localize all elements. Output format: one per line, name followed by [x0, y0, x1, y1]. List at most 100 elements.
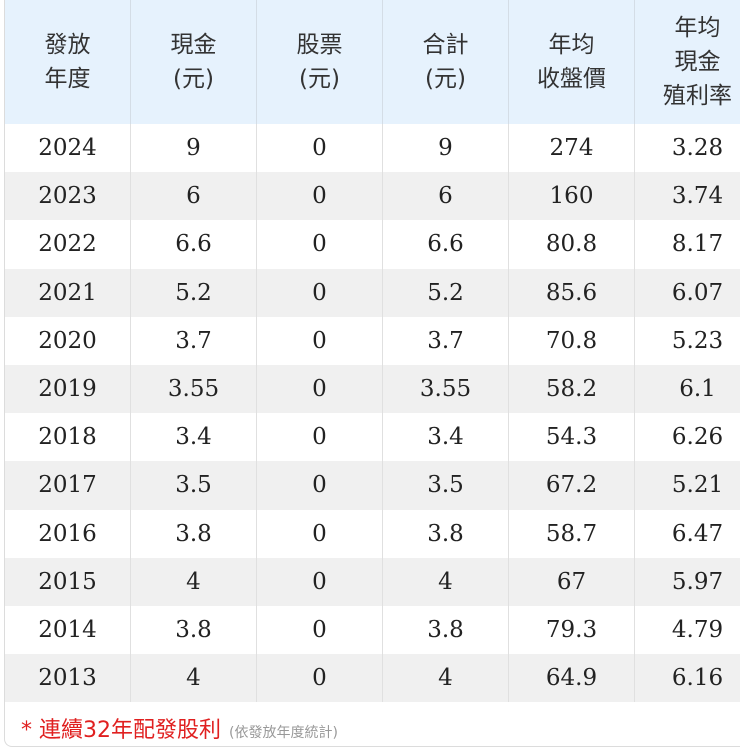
dividend-history-table: 發放 年度 現金 (元) 股票 (元) 合計 (元) 年均 收盤價 — [5, 0, 740, 703]
cell-total: 3.55 — [382, 364, 509, 414]
header-text: 殖利率 — [663, 83, 732, 109]
cell-total: 6 — [382, 172, 509, 221]
cell-stock: 0 — [256, 413, 383, 462]
table-row: 2020 3.7 0 3.7 70.8 5.23 — [5, 316, 740, 365]
header-text: 發放 — [44, 32, 91, 58]
header-text: 現金 — [674, 49, 721, 75]
cell-year: 2014 — [5, 605, 131, 655]
header-text: (元) — [299, 66, 340, 92]
cell-year: 2013 — [5, 654, 131, 703]
cell-total: 4 — [382, 654, 509, 703]
header-text: 年度 — [44, 66, 91, 92]
table-row: 2021 5.2 0 5.2 85.6 6.07 — [5, 268, 740, 317]
cell-total: 9 — [382, 124, 509, 173]
cell-yield: 5.97 — [634, 557, 740, 606]
cell-year: 2016 — [5, 509, 131, 558]
header-text: 收盤價 — [537, 66, 606, 92]
cell-avg-price: 274 — [508, 124, 635, 173]
cell-yield: 6.26 — [671, 424, 724, 451]
cell-cash: 3.7 — [130, 316, 257, 365]
cell-avg-price: 79.3 — [508, 605, 635, 655]
cell-total: 3.4 — [382, 413, 509, 462]
cell-stock: 0 — [256, 316, 383, 365]
cell-total: 4 — [382, 557, 509, 606]
table-row: 2015 4 0 4 67 5.97 — [5, 557, 740, 606]
dividend-table-card: 發放 年度 現金 (元) 股票 (元) 合計 (元) 年均 收盤價 — [4, 0, 740, 747]
cell-yield: 6.47 — [671, 520, 724, 547]
footnote-basis-note: (依發放年度統計) — [229, 725, 338, 741]
cell-stock: 0 — [256, 364, 383, 414]
cell-avg-price: 85.6 — [508, 268, 635, 317]
cell-cash: 4 — [130, 557, 257, 606]
table-row: 2016 3.8 0 3.8 58.7 6.47 — [5, 509, 740, 558]
cell-avg-price: 67.2 — [508, 461, 635, 510]
header-text: 合計 — [422, 32, 469, 58]
cell-total: 3.5 — [382, 461, 509, 510]
cell-total: 3.8 — [382, 605, 509, 655]
footnote: * 連續32年配發股利 (依發放年度統計) — [21, 712, 338, 744]
header-text: 年均 — [674, 15, 721, 41]
header-text: 股票 — [296, 32, 343, 58]
cell-yield: 5.23 — [671, 327, 724, 354]
cell-year: 2021 — [5, 268, 131, 317]
cell-year: 2022 — [5, 220, 131, 269]
cell-year: 2017 — [5, 461, 131, 510]
cell-total: 3.7 — [382, 316, 509, 365]
header-text: (元) — [173, 66, 214, 92]
cell-stock: 0 — [256, 268, 383, 317]
cell-yield: 3.74 — [634, 172, 740, 221]
header-cash: 現金 (元) — [130, 0, 257, 124]
cell-cash: 9 — [130, 124, 257, 173]
cell-year: 2019 — [5, 364, 131, 414]
table-row: 2017 3.5 0 3.5 67.2 5.21 — [5, 461, 740, 510]
cell-avg-price: 67 — [508, 557, 635, 606]
cell-yield: 6.16 — [634, 654, 740, 703]
cell-year: 2015 — [5, 557, 131, 606]
cell-total: 5.2 — [382, 268, 509, 317]
cell-cash: 3.55 — [130, 364, 257, 414]
cell-stock: 0 — [256, 172, 383, 221]
cell-cash: 3.8 — [130, 605, 257, 655]
table-row: 2019 3.55 0 3.55 58.2 6.1 — [5, 364, 740, 414]
cell-yield: 3.28 — [671, 135, 724, 162]
cell-year: 2020 — [5, 316, 131, 365]
cell-cash: 3.8 — [130, 509, 257, 558]
table-row: 2014 3.8 0 3.8 79.3 4.79 — [5, 605, 740, 655]
header-total: 合計 (元) — [382, 0, 509, 124]
cell-avg-price: 70.8 — [508, 316, 635, 365]
cell-avg-price: 54.3 — [508, 413, 635, 462]
table-row: 2024 9 0 9 274 3.28 — [5, 124, 740, 173]
cell-avg-price: 80.8 — [508, 220, 635, 269]
header-avg-close-price: 年均 收盤價 — [508, 0, 635, 124]
cell-year: 2023 — [5, 172, 131, 221]
cell-stock: 0 — [256, 605, 383, 655]
cell-cash: 4 — [130, 654, 257, 703]
table-row: 2013 4 0 4 64.9 6.16 — [5, 654, 740, 703]
cell-cash: 3.5 — [130, 461, 257, 510]
cell-stock: 0 — [256, 461, 383, 510]
cell-yield: 4.79 — [671, 616, 724, 643]
cell-stock: 0 — [256, 654, 383, 703]
table-row: 2018 3.4 0 3.4 54.3 6.26 — [5, 413, 740, 462]
consecutive-dividend-note: * 連續32年配發股利 — [21, 718, 221, 743]
header-text: 現金 — [170, 32, 217, 58]
cell-avg-price: 64.9 — [508, 654, 635, 703]
cell-avg-price: 160 — [508, 172, 635, 221]
header-issue-year: 發放 年度 — [5, 0, 131, 124]
cell-total: 3.8 — [382, 509, 509, 558]
cell-cash: 6.6 — [130, 220, 257, 269]
cell-yield: 6.1 — [634, 364, 740, 414]
cell-cash: 6 — [130, 172, 257, 221]
cell-cash: 3.4 — [130, 413, 257, 462]
header-text: (元) — [425, 66, 466, 92]
table-row: 2023 6 0 6 160 3.74 — [5, 172, 740, 221]
cell-cash: 5.2 — [130, 268, 257, 317]
header-text: 年均 — [548, 32, 595, 58]
cell-stock: 0 — [256, 557, 383, 606]
cell-total: 6.6 — [382, 220, 509, 269]
cell-yield: 5.21 — [634, 461, 740, 510]
cell-year: 2018 — [5, 413, 131, 462]
cell-year: 2024 — [5, 124, 131, 173]
cell-avg-price: 58.2 — [508, 364, 635, 414]
cell-yield: 6.07 — [634, 268, 740, 317]
